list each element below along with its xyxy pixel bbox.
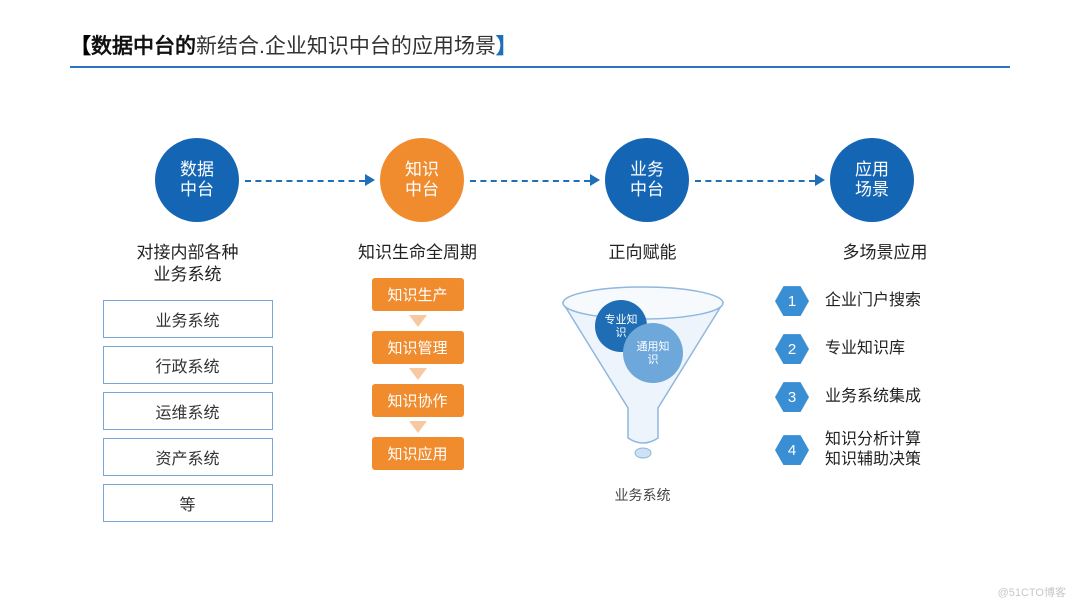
c4-row: 3 业务系统集成: [775, 382, 921, 412]
funnel-bottom-label: 业务系统: [543, 485, 743, 505]
flow-row: 数据 中台 知识 中台 业务 中台 应用 场景: [70, 138, 1010, 228]
c4-text: 业务系统集成: [825, 387, 921, 407]
title-underline: [70, 66, 1010, 68]
col3-title: 正向赋能: [609, 242, 677, 264]
c4-text: 企业门户搜索: [825, 291, 921, 311]
down-arrow-icon: [409, 421, 427, 433]
title-strong: 数据中台的: [91, 35, 196, 58]
dash-3: [695, 180, 815, 182]
arrow-2: [590, 174, 600, 186]
title-rest: 新结合.企业知识中台的应用场景: [196, 35, 496, 58]
col-1: 对接内部各种 业务系统 业务系统 行政系统 运维系统 资产系统 等: [70, 242, 305, 530]
c4-row: 2 专业知识库: [775, 334, 905, 364]
c4-row: 1 企业门户搜索: [775, 286, 921, 316]
bracket-close: 】: [496, 35, 517, 58]
col4-title: 多场景应用: [843, 242, 928, 264]
c2-item: 知识生产: [372, 278, 464, 311]
watermark: @51CTO博客: [998, 584, 1066, 600]
col-4: 多场景应用 1 企业门户搜索 2 专业知识库 3 业务系统集成 4 知识分析计算…: [755, 242, 995, 530]
svg-text:识: 识: [615, 326, 626, 339]
circle-data: 数据 中台: [155, 138, 239, 222]
svg-text:专业知: 专业知: [604, 312, 637, 326]
hex-badge: 4: [775, 435, 809, 465]
c1-item: 资产系统: [103, 438, 273, 476]
col1-title: 对接内部各种 业务系统: [137, 242, 239, 286]
arrow-3: [815, 174, 825, 186]
c2-item: 知识协作: [372, 384, 464, 417]
circle-business: 业务 中台: [605, 138, 689, 222]
circle-knowledge: 知识 中台: [380, 138, 464, 222]
page-title: 【数据中台的新结合.企业知识中台的应用场景】: [70, 30, 1010, 60]
circle-app: 应用 场景: [830, 138, 914, 222]
col2-title: 知识生命全周期: [358, 242, 477, 264]
c4-text: 知识分析计算 知识辅助决策: [825, 430, 921, 470]
arrow-1: [365, 174, 375, 186]
col-2: 知识生命全周期 知识生产 知识管理 知识协作 知识应用: [305, 242, 530, 530]
c1-item: 业务系统: [103, 300, 273, 338]
bracket-open: 【: [70, 35, 91, 58]
c4-text: 专业知识库: [825, 339, 905, 359]
svg-text:通用知: 通用知: [636, 339, 669, 353]
dash-1: [245, 180, 365, 182]
c2-item: 知识管理: [372, 331, 464, 364]
c1-item: 行政系统: [103, 346, 273, 384]
down-arrow-icon: [409, 315, 427, 327]
page-title-wrap: 【数据中台的新结合.企业知识中台的应用场景】: [70, 30, 1010, 68]
hex-badge: 2: [775, 334, 809, 364]
c1-item: 运维系统: [103, 392, 273, 430]
col-3: 正向赋能 专业知 识 通用知 识 业务系统: [530, 242, 755, 530]
svg-text:识: 识: [647, 353, 658, 366]
c2-item: 知识应用: [372, 437, 464, 470]
c1-item: 等: [103, 484, 273, 522]
funnel: 专业知 识 通用知 识 业务系统: [543, 278, 743, 508]
hex-badge: 3: [775, 382, 809, 412]
funnel-svg: 专业知 识 通用知 识: [543, 278, 743, 478]
c4-row: 4 知识分析计算 知识辅助决策: [775, 430, 921, 470]
dash-2: [470, 180, 590, 182]
hex-badge: 1: [775, 286, 809, 316]
columns: 对接内部各种 业务系统 业务系统 行政系统 运维系统 资产系统 等 知识生命全周…: [70, 242, 1010, 530]
down-arrow-icon: [409, 368, 427, 380]
